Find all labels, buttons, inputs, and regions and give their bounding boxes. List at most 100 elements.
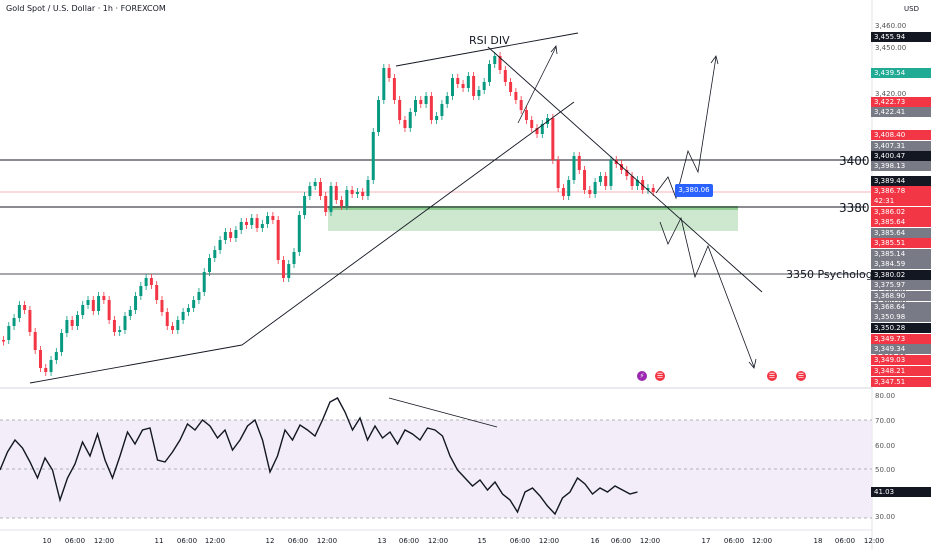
candle-body bbox=[561, 188, 565, 196]
candle-body bbox=[588, 190, 592, 194]
time-axis-label: 12:00 bbox=[863, 537, 885, 545]
candle-body bbox=[398, 100, 402, 120]
candle-body bbox=[382, 68, 386, 100]
candle-body bbox=[260, 224, 264, 228]
candle-body bbox=[456, 78, 460, 84]
candle-body bbox=[186, 308, 190, 312]
rsi-scale-label: 60.00 bbox=[875, 442, 896, 450]
candle-body bbox=[171, 326, 175, 330]
candle-body bbox=[165, 312, 169, 326]
candle-body bbox=[54, 352, 58, 360]
rsi-div-label: RSI DIV bbox=[469, 34, 510, 47]
candle-body bbox=[593, 182, 597, 194]
level-3380-label: 3380 bbox=[839, 201, 870, 215]
price-tag: 3,386.02 bbox=[871, 207, 931, 217]
price-tag: 3,455.94 bbox=[871, 32, 931, 42]
candle-body bbox=[620, 164, 624, 170]
time-axis-label: 13 bbox=[377, 537, 387, 545]
candle-body bbox=[461, 84, 465, 88]
candle-body bbox=[97, 296, 101, 311]
candle-body bbox=[308, 186, 312, 196]
candle-body bbox=[139, 286, 143, 296]
candle-body bbox=[355, 192, 359, 194]
candle-body bbox=[223, 232, 227, 240]
candle-body bbox=[646, 188, 650, 190]
price-tag: 3,349.34 bbox=[871, 344, 931, 354]
time-axis-label: 06:00 bbox=[176, 537, 198, 545]
candle-body bbox=[487, 64, 491, 82]
price-tag: 3,350.98 bbox=[871, 312, 931, 322]
candle-body bbox=[239, 222, 243, 230]
candle-body bbox=[345, 190, 349, 206]
candle-body bbox=[477, 90, 481, 96]
price-tag: 3,408.40 bbox=[871, 130, 931, 140]
candle-body bbox=[392, 78, 396, 100]
candle-body bbox=[276, 220, 280, 260]
time-axis-label: 06:00 bbox=[509, 537, 531, 545]
support-trendline-lower bbox=[29, 344, 243, 384]
price-tag: 3,400.47 bbox=[871, 151, 931, 161]
time-axis-label: 16 bbox=[590, 537, 600, 545]
bullish-projection-arrowhead bbox=[710, 55, 719, 65]
candle-body bbox=[313, 182, 317, 186]
candle-body bbox=[556, 160, 560, 188]
time-axis-label: 17 bbox=[701, 537, 711, 545]
price-tag: 3,380.02 bbox=[871, 270, 931, 280]
price-tag: 3,350.28 bbox=[871, 323, 931, 333]
price-tag: 3,398.13 bbox=[871, 161, 931, 171]
price-tag: 3,384.59 bbox=[871, 259, 931, 269]
currency-label: USD bbox=[904, 5, 919, 13]
candle-body bbox=[371, 132, 375, 180]
candle-body bbox=[17, 305, 21, 318]
time-axis-label: 12:00 bbox=[427, 537, 449, 545]
candle-body bbox=[303, 196, 307, 215]
price-tag: 3,349.03 bbox=[871, 355, 931, 365]
candle-body bbox=[281, 260, 285, 278]
candle-body bbox=[377, 100, 381, 132]
us-flag-event-icon[interactable]: ☰ bbox=[655, 371, 665, 381]
rsi-scale-label: 70.00 bbox=[875, 417, 896, 425]
candle-body bbox=[107, 300, 111, 320]
candle-body bbox=[403, 120, 407, 128]
candle-body bbox=[38, 350, 42, 368]
level-3400-label: 3400 bbox=[839, 154, 870, 168]
time-axis-label: 12 bbox=[265, 537, 275, 545]
us-flag-event-icon[interactable]: ☰ bbox=[767, 371, 777, 381]
price-scale-label: 3,460.00 bbox=[875, 22, 907, 30]
candle-body bbox=[429, 96, 433, 120]
price-tag: 3,422.73 bbox=[871, 97, 931, 107]
time-axis-label: 18 bbox=[813, 537, 823, 545]
candle-body bbox=[435, 116, 439, 120]
candle-body bbox=[340, 200, 344, 206]
candle-body bbox=[202, 272, 206, 292]
price-scale-label: 3,420.00 bbox=[875, 90, 907, 98]
candle-body bbox=[297, 215, 301, 252]
candle-body bbox=[75, 315, 79, 326]
time-axis-label: 12:00 bbox=[639, 537, 661, 545]
candle-body bbox=[318, 182, 322, 196]
time-axis-label: 12:00 bbox=[93, 537, 115, 545]
candle-body bbox=[255, 218, 259, 228]
candle-body bbox=[466, 76, 470, 88]
candle-body bbox=[530, 120, 534, 128]
candle-body bbox=[250, 218, 254, 225]
resistance-trendline bbox=[487, 46, 763, 293]
time-axis-label: 12:00 bbox=[204, 537, 226, 545]
time-axis-label: 06:00 bbox=[723, 537, 745, 545]
candle-body bbox=[181, 312, 185, 320]
candle-body bbox=[493, 56, 497, 64]
candle-body bbox=[128, 310, 132, 316]
dividend-event-icon[interactable]: ⚡ bbox=[637, 371, 647, 381]
us-flag-event-icon[interactable]: ☰ bbox=[796, 371, 806, 381]
candle-body bbox=[234, 230, 238, 238]
rsi-divergence-line bbox=[388, 397, 498, 428]
candle-body bbox=[23, 305, 27, 310]
candle-body bbox=[583, 170, 587, 190]
candle-body bbox=[149, 278, 153, 285]
candle-body bbox=[2, 340, 5, 342]
candle-body bbox=[635, 180, 639, 186]
price-tag: 3,368.90 bbox=[871, 291, 931, 301]
candle-body bbox=[387, 68, 391, 78]
price-tag: 42:31 bbox=[871, 196, 931, 206]
